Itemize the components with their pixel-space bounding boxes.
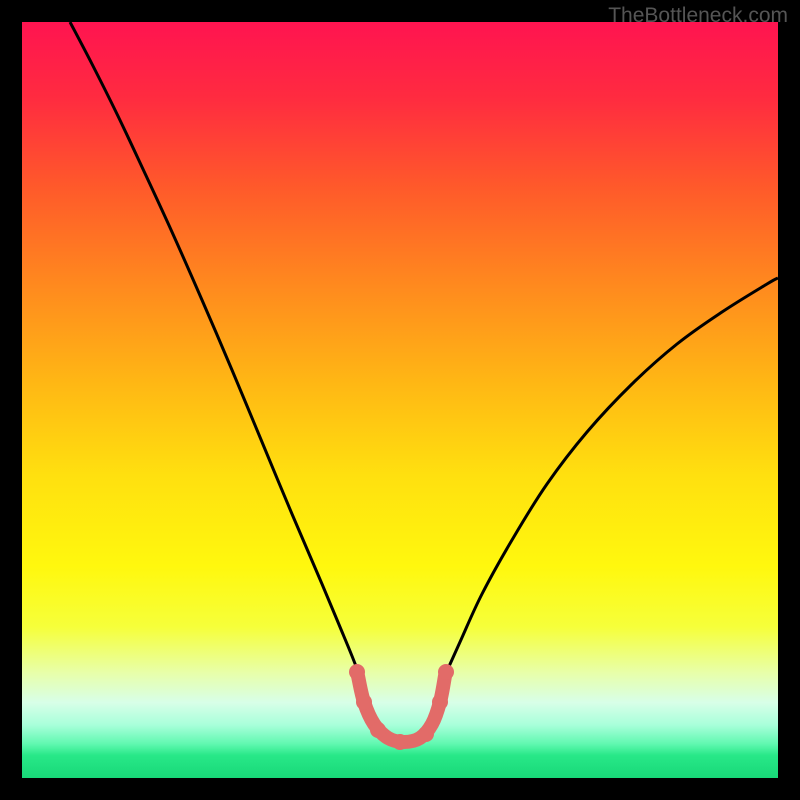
bottleneck-chart [22,22,778,778]
bottleneck-curve-right [442,278,778,682]
watermark-text: TheBottleneck.com [608,4,788,28]
curve-overlay [22,22,778,778]
bottleneck-curve-left [70,22,362,682]
